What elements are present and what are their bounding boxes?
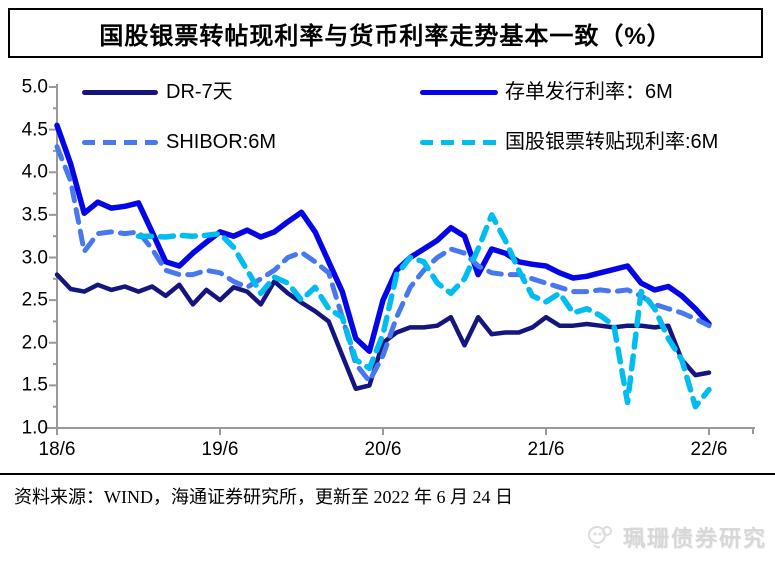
- watermark-logo-icon: [587, 526, 612, 549]
- legend-swatch-bill-rate-line: [420, 140, 498, 145]
- divider-line: [0, 473, 775, 475]
- y-axis-tick-label: 3.0: [21, 247, 48, 268]
- legend-label-dr7: DR-7天: [166, 81, 233, 103]
- series-line-SHIBOR:6M: [54, 144, 712, 384]
- legend-label-cd-rate: 存单发行利率：6M: [505, 81, 673, 103]
- legend-label-bill-rate: 国股银票转贴现利率:6M: [505, 131, 719, 153]
- legend-swatch-shibor-line: [82, 140, 158, 145]
- legend-swatch-dr7-line: [82, 90, 158, 95]
- watermark: 珮珊债券研究: [586, 521, 767, 553]
- x-axis-tick-label: 20/6: [364, 439, 402, 460]
- legend-swatch-cd-rate-line: [420, 90, 498, 95]
- chart-title-box: 国股银票转帖现利率与货币利率走势基本一致（%）: [8, 8, 763, 58]
- x-axis-tick-label: 21/6: [527, 439, 565, 460]
- chart-title: 国股银票转帖现利率与货币利率走势基本一致（%）: [99, 22, 672, 50]
- y-axis-tick-label: 2.0: [21, 332, 48, 354]
- x-axis-tick-label: 19/6: [201, 439, 239, 460]
- y-axis-tick-label: 2.5: [21, 289, 48, 311]
- line-chart: [45, 84, 755, 435]
- x-axis-tick-label: 18/6: [38, 439, 76, 460]
- y-axis-tick-label: 5.0: [21, 76, 48, 98]
- x-axis-tick-label: 22/6: [690, 439, 728, 460]
- y-axis-tick-label: 3.5: [21, 204, 48, 226]
- y-axis-tick-label: 4.0: [21, 161, 48, 183]
- watermark-text: 珮珊债券研究: [622, 526, 767, 551]
- series-line-存单发行利率：6M: [54, 122, 712, 355]
- source-note: 资料来源：WIND，海通证券研究所，更新至 2022 年 6 月 24 日: [14, 487, 513, 507]
- series-line-国股银票转贴现利率:6M: [135, 212, 712, 410]
- legend-label-shibor: SHIBOR:6M: [166, 131, 277, 153]
- y-axis-tick-label: 1.0: [21, 417, 48, 439]
- y-axis-tick-label: 4.5: [21, 119, 48, 141]
- series-line-DR-7天: [54, 272, 712, 392]
- y-axis-tick-label: 1.5: [21, 374, 48, 396]
